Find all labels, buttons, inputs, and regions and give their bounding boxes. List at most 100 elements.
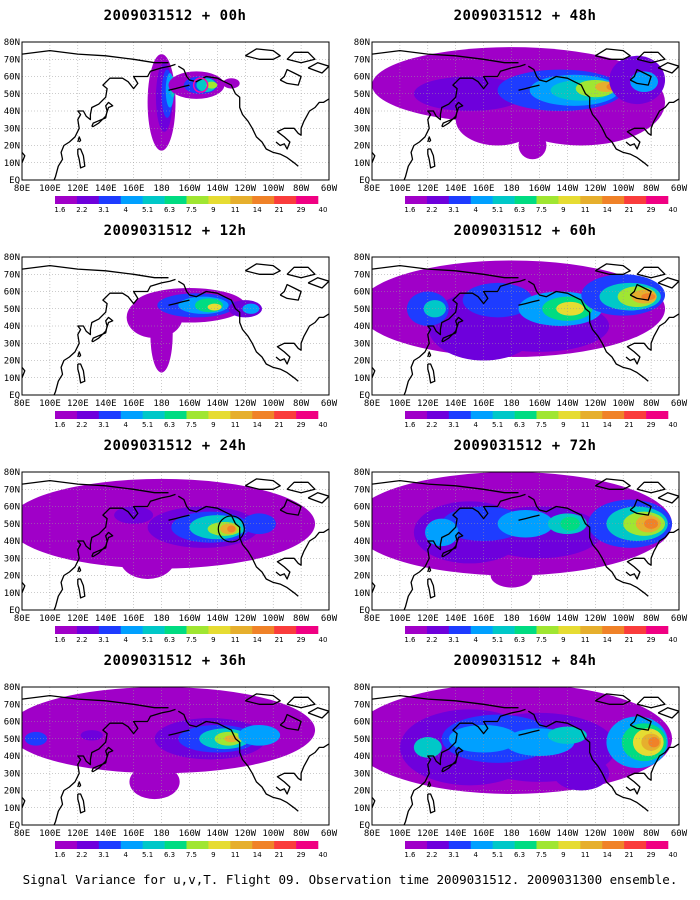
x-tick-label: 160W bbox=[529, 399, 551, 409]
colorbar-swatch bbox=[602, 196, 625, 204]
coastline bbox=[657, 62, 679, 74]
colorbar-swatch bbox=[252, 196, 275, 204]
x-tick-label: 80E bbox=[14, 614, 30, 624]
x-tick-label: 160E bbox=[123, 614, 145, 624]
coastline bbox=[77, 351, 82, 358]
variance-contour bbox=[413, 76, 526, 111]
coastline bbox=[594, 478, 631, 490]
colorbar-label: 5.1 bbox=[142, 206, 153, 214]
colorbar-label: 11 bbox=[581, 421, 590, 429]
colorbar-label: 6.3 bbox=[164, 851, 175, 859]
colorbar-swatch bbox=[558, 841, 581, 849]
coastline bbox=[77, 363, 86, 384]
x-tick-label: 80E bbox=[364, 829, 380, 839]
colorbar-swatch bbox=[448, 411, 472, 419]
y-tick-label: 20N bbox=[354, 357, 370, 367]
variance-contour bbox=[553, 756, 610, 791]
colorbar-swatch bbox=[252, 626, 275, 634]
panel-title: 2009031512 + 12h bbox=[103, 223, 247, 239]
x-tick-label: 140E bbox=[95, 184, 117, 194]
colorbar-swatch bbox=[470, 626, 493, 634]
map-frame bbox=[21, 41, 330, 181]
map-panel: 2009031512 + 24h EQ 10N 20N 30N 40N 50N 60N 70N 8… bbox=[0, 430, 350, 655]
coastline bbox=[518, 514, 540, 521]
colorbar-swatch bbox=[164, 841, 187, 849]
y-tick-label: 60N bbox=[4, 718, 20, 728]
coastline bbox=[372, 49, 519, 64]
x-tick-label: 100W bbox=[612, 614, 634, 624]
coastline bbox=[629, 68, 652, 86]
coastline bbox=[372, 264, 519, 279]
x-tick-label: 160E bbox=[123, 399, 145, 409]
colorbar-label: 9 bbox=[211, 421, 215, 429]
colorbar-label: 6.3 bbox=[514, 851, 525, 859]
x-tick-label: 140W bbox=[207, 829, 229, 839]
colorbar-label: 7.5 bbox=[536, 421, 547, 429]
x-tick-label: 80E bbox=[14, 829, 30, 839]
map-frame bbox=[371, 471, 680, 611]
colorbar-label: 3.1 bbox=[448, 636, 459, 644]
coastline bbox=[372, 581, 376, 594]
variance-contour bbox=[207, 303, 222, 311]
variance-contour bbox=[425, 518, 459, 547]
colorbar-label: 9 bbox=[211, 206, 215, 214]
coastline bbox=[22, 264, 169, 279]
colorbar-swatch bbox=[230, 841, 253, 849]
coastline bbox=[594, 693, 631, 705]
colorbar-label: 4 bbox=[473, 421, 478, 429]
x-tick-label: 160E bbox=[123, 184, 145, 194]
colorbar-swatch bbox=[186, 411, 209, 419]
coastline bbox=[77, 793, 86, 814]
x-tick-label: 100W bbox=[262, 614, 284, 624]
coastline bbox=[286, 51, 316, 64]
colorbar-label: 4 bbox=[123, 636, 128, 644]
x-tick-label: 100E bbox=[389, 829, 411, 839]
colorbar-label: 3.1 bbox=[448, 206, 459, 214]
colorbar-swatch bbox=[274, 411, 297, 419]
x-tick-label: 80W bbox=[643, 614, 660, 624]
colorbar-label: 40 bbox=[668, 851, 677, 859]
coastline bbox=[636, 51, 666, 64]
y-tick-label: EQ bbox=[359, 176, 370, 186]
x-tick-label: 120W bbox=[234, 829, 256, 839]
coastline bbox=[168, 299, 190, 306]
coastline bbox=[168, 514, 190, 521]
variance-contour bbox=[114, 506, 154, 524]
colorbar-swatch bbox=[186, 626, 209, 634]
map-frame bbox=[21, 686, 330, 826]
y-tick-label: 30N bbox=[4, 124, 20, 134]
coastline bbox=[403, 708, 526, 825]
y-tick-label: EQ bbox=[359, 821, 370, 831]
x-tick-label: 60W bbox=[671, 614, 688, 624]
variance-map: EQ 10N 20N 30N 40N 50N 60N 70N 80N 80E 100E 120E 140… bbox=[4, 253, 338, 429]
coastline bbox=[244, 48, 281, 60]
colorbar-label: 7.5 bbox=[186, 206, 197, 214]
y-tick-label: 10N bbox=[354, 374, 370, 384]
colorbar-label: 1.6 bbox=[404, 206, 416, 214]
x-tick-label: 180 bbox=[503, 399, 519, 409]
colorbar-swatch bbox=[164, 411, 187, 419]
colorbar-swatch bbox=[208, 411, 231, 419]
y-tick-label: 70N bbox=[4, 55, 20, 65]
colorbar-label: 2.2 bbox=[426, 206, 437, 214]
colorbar-label: 14 bbox=[603, 851, 612, 859]
colorbar-swatch bbox=[624, 411, 647, 419]
colorbar-label: 14 bbox=[603, 636, 612, 644]
map-panel: 2009031512 + 60h EQ 10N 20N 30N 40N 50N 60N 70N 8… bbox=[350, 215, 700, 440]
coastline bbox=[22, 796, 26, 809]
x-tick-label: 80W bbox=[643, 184, 660, 194]
y-tick-label: 50N bbox=[354, 735, 370, 745]
colorbar-label: 9 bbox=[211, 851, 215, 859]
x-tick-label: 100E bbox=[39, 829, 61, 839]
y-tick-label: 30N bbox=[4, 554, 20, 564]
colorbar-label: 21 bbox=[275, 636, 284, 644]
x-tick-label: 160E bbox=[473, 829, 495, 839]
coastline bbox=[441, 316, 464, 343]
colorbar-swatch bbox=[230, 411, 253, 419]
coastline bbox=[372, 694, 519, 709]
map-panel: 2009031512 + 12h EQ 10N 20N 30N 40N 50N 60N 70N 8… bbox=[0, 215, 350, 440]
colorbar-label: 3.1 bbox=[98, 421, 109, 429]
coastline bbox=[629, 283, 652, 301]
colorbar-label: 11 bbox=[581, 636, 590, 644]
coastline bbox=[53, 63, 176, 180]
